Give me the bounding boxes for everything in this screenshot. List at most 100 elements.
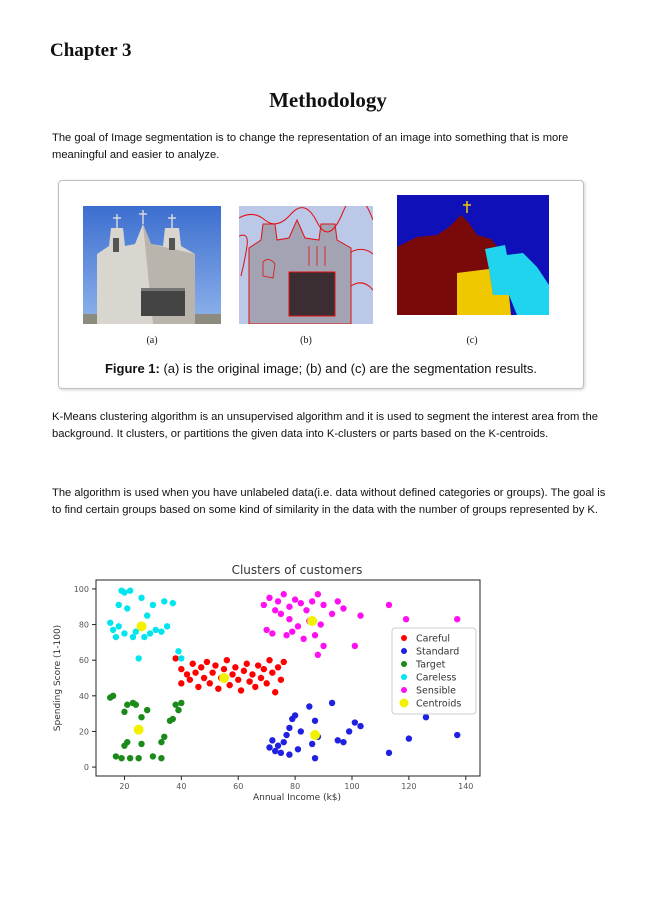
point-target bbox=[144, 706, 151, 714]
point-careful bbox=[240, 667, 248, 675]
figure-1: (a) (b) (c) Figure 1: (a) is the origina… bbox=[58, 180, 584, 389]
point-sensible bbox=[311, 632, 319, 639]
point-standard bbox=[334, 737, 341, 744]
point-careful bbox=[263, 680, 270, 687]
point-careful bbox=[277, 676, 285, 683]
point-careful bbox=[246, 678, 253, 685]
point-sensible bbox=[260, 601, 268, 609]
point-careful bbox=[215, 685, 222, 692]
point-target bbox=[124, 738, 131, 746]
point-careful bbox=[186, 676, 194, 683]
y-tick-label: 20 bbox=[79, 727, 89, 736]
point-target bbox=[169, 715, 176, 723]
kmeans-paragraph: K-Means clustering algorithm is an unsup… bbox=[52, 411, 598, 440]
point-sensible bbox=[317, 621, 324, 628]
point-careless bbox=[112, 633, 120, 641]
point-standard bbox=[277, 749, 285, 757]
point-target bbox=[175, 706, 182, 714]
point-sensible bbox=[351, 642, 359, 650]
label-b: (b) bbox=[300, 335, 312, 346]
point-sensible bbox=[385, 601, 393, 609]
point-careful bbox=[212, 662, 219, 669]
point-standard bbox=[311, 717, 319, 724]
point-target bbox=[109, 692, 117, 700]
point-careful bbox=[192, 669, 199, 676]
point-careless bbox=[132, 628, 140, 635]
x-tick-label: 20 bbox=[119, 782, 129, 791]
legend-label: Standard bbox=[416, 647, 459, 658]
point-target bbox=[121, 708, 128, 716]
algorithm-paragraph: The algorithm is used when you have unla… bbox=[52, 487, 606, 516]
y-axis-label: Spending Score (1-100) bbox=[53, 625, 63, 731]
point-standard bbox=[297, 728, 304, 735]
point-careful bbox=[272, 689, 279, 696]
point-target bbox=[138, 714, 145, 721]
point-careful bbox=[178, 680, 185, 687]
point-careful bbox=[232, 664, 239, 671]
point-centroids bbox=[307, 615, 318, 626]
point-sensible bbox=[286, 616, 293, 623]
point-sensible bbox=[340, 605, 347, 612]
legend-box bbox=[391, 627, 477, 715]
point-standard bbox=[283, 731, 290, 739]
segmentation-result-c bbox=[397, 195, 549, 315]
point-standard bbox=[422, 714, 430, 721]
point-standard bbox=[454, 731, 461, 739]
point-careful bbox=[183, 671, 191, 678]
figure-caption-label: Figure 1: bbox=[104, 361, 160, 376]
y-tick-label: 0 bbox=[84, 763, 89, 772]
point-sensible bbox=[277, 610, 285, 618]
point-target bbox=[112, 753, 120, 760]
label-a: (a) bbox=[146, 335, 158, 346]
clusters-chart: Clusters of customers Annual Income (k$)… bbox=[40, 556, 500, 806]
point-standard bbox=[328, 699, 336, 707]
point-careful bbox=[189, 660, 196, 667]
point-sensible bbox=[294, 623, 302, 630]
point-sensible bbox=[328, 610, 336, 618]
point-sensible bbox=[402, 616, 410, 623]
point-target bbox=[172, 701, 179, 708]
point-careless bbox=[146, 630, 154, 637]
point-careful bbox=[235, 676, 242, 683]
x-tick-label: 100 bbox=[344, 782, 359, 791]
point-careful bbox=[209, 669, 216, 676]
point-sensible bbox=[334, 598, 341, 605]
point-target bbox=[158, 738, 165, 746]
point-careful bbox=[203, 658, 211, 666]
point-sensible bbox=[357, 612, 364, 619]
figure-caption: Figure 1: (a) is the original image; (b)… bbox=[59, 361, 583, 376]
legend-marker bbox=[399, 698, 409, 708]
point-careless bbox=[107, 619, 114, 626]
point-sensible bbox=[320, 642, 327, 650]
point-careful bbox=[237, 687, 245, 694]
point-standard bbox=[294, 746, 302, 753]
point-careless bbox=[158, 628, 165, 635]
x-tick-label: 40 bbox=[176, 782, 186, 791]
point-sensible bbox=[320, 601, 327, 609]
x-tick-label: 140 bbox=[458, 782, 473, 791]
point-sensible bbox=[303, 607, 310, 614]
point-standard bbox=[340, 738, 347, 746]
point-sensible bbox=[266, 594, 273, 602]
point-standard bbox=[286, 751, 293, 758]
point-standard bbox=[306, 703, 313, 710]
point-careless bbox=[149, 601, 157, 609]
point-target bbox=[124, 701, 131, 708]
point-sensible bbox=[263, 626, 270, 634]
point-sensible bbox=[280, 591, 287, 598]
point-careless bbox=[129, 633, 137, 641]
legend-label: Target bbox=[415, 660, 446, 671]
point-centroids bbox=[219, 673, 229, 683]
point-careless bbox=[163, 623, 171, 630]
clusters-chart-svg: Clusters of customers Annual Income (k$)… bbox=[53, 563, 481, 803]
legend-marker bbox=[401, 661, 407, 667]
x-tick-label: 120 bbox=[401, 782, 416, 791]
point-careless bbox=[141, 633, 148, 641]
point-careful bbox=[220, 665, 228, 673]
point-careless bbox=[124, 605, 131, 612]
point-careless bbox=[144, 612, 151, 619]
point-standard bbox=[286, 724, 293, 732]
point-careful bbox=[172, 655, 179, 662]
point-careful bbox=[260, 665, 268, 673]
point-careless bbox=[126, 587, 134, 594]
